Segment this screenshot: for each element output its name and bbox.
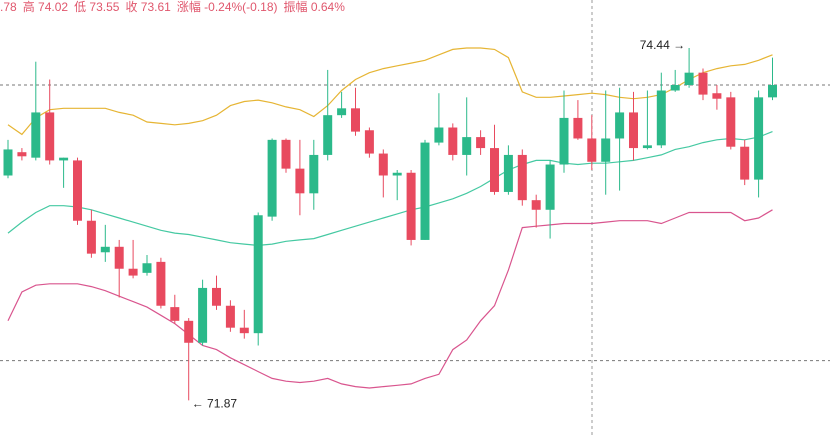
band-line <box>7 47 773 136</box>
candle-body <box>768 85 777 98</box>
candle-body <box>754 97 764 180</box>
candle-body <box>225 305 235 328</box>
candle-body <box>3 149 13 176</box>
candle-body <box>503 154 513 192</box>
candle-body <box>462 137 472 155</box>
candle-body <box>31 112 41 158</box>
candle-body <box>309 154 319 194</box>
header-item: 低 73.55 <box>74 0 120 14</box>
candle-body <box>100 246 110 253</box>
candle-body <box>698 72 708 95</box>
candle-body <box>86 220 96 254</box>
candle-body <box>670 85 680 91</box>
candle-body <box>281 139 291 169</box>
candle-body <box>615 112 625 139</box>
candle-body <box>517 154 527 201</box>
candle-body <box>448 127 458 155</box>
candle-body <box>642 145 652 149</box>
candle-body <box>490 148 499 192</box>
band-line <box>7 209 773 389</box>
candle-body <box>142 263 152 273</box>
header-item: 收 73.61 <box>125 0 171 14</box>
candle-body <box>531 200 541 210</box>
header-item: 振幅 0.64% <box>283 0 345 14</box>
header-item: 高 74.02 <box>22 0 69 14</box>
candle-body <box>267 139 277 217</box>
header-item: .78 <box>0 0 17 14</box>
candle-body <box>212 287 221 306</box>
candle-body <box>73 160 82 221</box>
candle-body <box>601 138 611 162</box>
candle-body <box>364 130 374 154</box>
candle-body <box>406 172 416 240</box>
candle-body <box>545 164 555 210</box>
candle-body <box>684 72 694 86</box>
candle-body <box>656 90 666 146</box>
annotation: ← 71.87 <box>192 397 238 411</box>
candle-body <box>559 117 569 165</box>
candle-body <box>253 215 263 334</box>
candle-body <box>170 307 180 321</box>
header: .78 高 74.02 低 73.55 收 73.61 涨幅 -0.24%(-0.18)… <box>0 0 351 14</box>
candle-body <box>351 108 360 132</box>
candle-body <box>420 142 430 240</box>
candle-body <box>740 146 750 180</box>
candle-body <box>712 93 722 99</box>
candle-body <box>629 112 638 149</box>
candle-body <box>726 97 736 147</box>
candle-body <box>295 168 305 194</box>
header-item: 涨幅 -0.24%(-0.18) <box>176 0 278 14</box>
candle-body <box>45 112 55 161</box>
candle-body <box>59 157 69 161</box>
candle-body <box>184 320 194 343</box>
candle-body <box>114 246 124 269</box>
candle-body <box>156 261 166 306</box>
candle-body <box>476 137 486 149</box>
candle-body <box>573 117 583 139</box>
annotation: 74.44 → <box>640 38 685 52</box>
candle-body <box>392 172 402 176</box>
candle-body <box>587 138 597 162</box>
candle-body <box>128 268 138 276</box>
candle-body <box>17 152 27 157</box>
candle-body <box>337 108 347 116</box>
candle-body <box>323 115 333 155</box>
candle-body <box>239 327 249 334</box>
candle-body <box>198 287 208 343</box>
candle-body <box>434 127 444 143</box>
band-line <box>7 131 773 247</box>
candle-body <box>378 153 388 176</box>
